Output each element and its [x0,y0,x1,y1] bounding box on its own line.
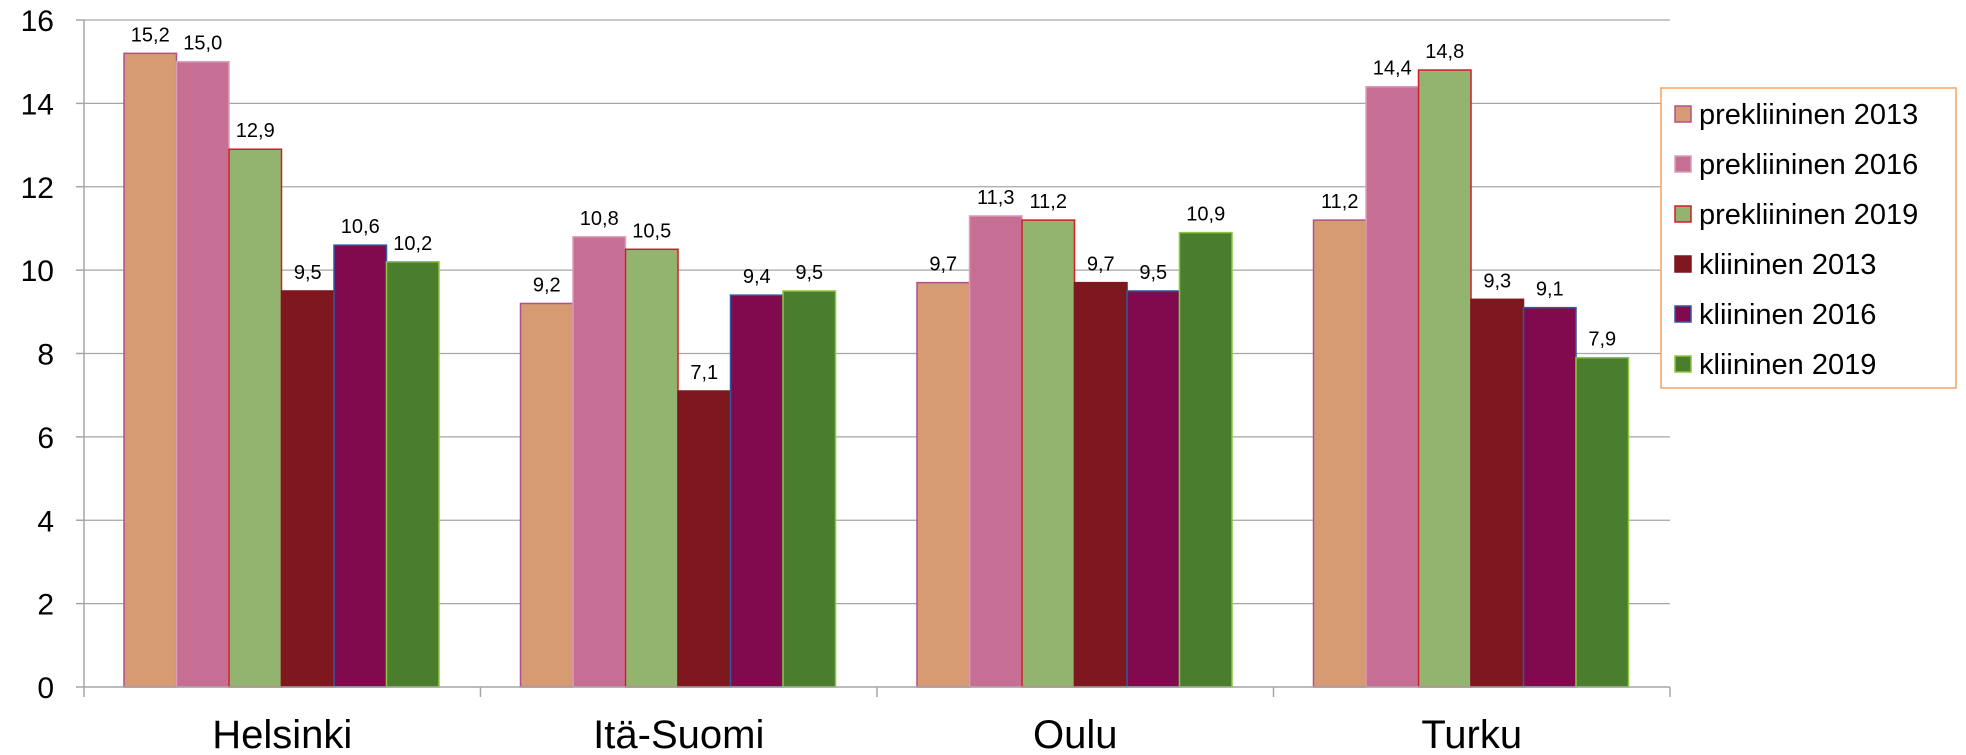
y-tick-label: 10 [21,255,54,288]
data-label: 11,3 [977,187,1014,209]
bar [175,60,230,688]
legend-swatch [1674,155,1692,173]
category-label: Oulu [1033,713,1118,755]
data-label: 15,2 [131,24,170,46]
bar [280,290,335,688]
data-label: 9,7 [929,254,957,276]
data-label: 9,2 [533,274,561,296]
y-tick-label: 16 [21,5,54,38]
data-label: 10,2 [393,233,432,255]
legend-swatch [1674,255,1692,273]
y-tick-label: 4 [37,505,54,538]
axes [76,19,1671,697]
bar [1522,306,1577,688]
data-label: 9,3 [1483,270,1511,292]
legend-label: prekliininen 2013 [1699,99,1918,131]
data-label: 7,9 [1588,329,1616,351]
data-label: 15,0 [183,33,222,55]
bar [624,248,679,688]
bar [782,290,837,688]
data-labels: 15,2 15,0 12,9 9,5 10,6 10,2 9,2 10,8 10,5 7,1 9,4… [131,24,1616,384]
bar [333,244,388,688]
bar [1073,281,1128,688]
legend-label: kliininen 2016 [1699,299,1876,331]
y-tick-label: 12 [21,172,54,205]
bar [677,390,732,688]
y-tick-label: 6 [37,422,54,455]
bar [519,302,574,688]
x-axis-category-labels: Helsinki Itä-Suomi Oulu Turku [212,713,1522,755]
bars [123,52,1630,688]
bar [1470,298,1525,688]
data-label: 9,4 [743,266,771,288]
legend-swatch [1674,105,1692,123]
bar [572,236,627,688]
data-label: 7,1 [690,362,718,384]
bar [1312,219,1367,688]
bar [968,215,1023,688]
data-label: 10,8 [580,208,619,230]
data-label: 12,9 [236,120,275,142]
bar [123,52,178,688]
bar [385,261,440,688]
bar [1178,231,1233,688]
data-label: 9,5 [294,262,322,284]
legend-label: kliininen 2019 [1699,349,1876,381]
data-label: 10,9 [1186,204,1225,226]
y-tick-label: 14 [21,88,54,121]
bar [1126,290,1181,688]
data-label: 14,8 [1425,41,1464,63]
data-label: 11,2 [1030,191,1067,213]
data-label: 9,5 [1139,262,1167,284]
category-label: Turku [1421,713,1522,755]
category-label: Itä-Suomi [593,713,764,755]
y-tick-label: 2 [37,589,54,622]
legend-swatch [1674,305,1692,323]
category-label: Helsinki [212,713,352,755]
y-tick-label: 8 [37,339,54,372]
y-axis-tick-labels: 0 2 4 6 8 10 12 14 16 [21,5,54,705]
legend-label: prekliininen 2019 [1699,199,1918,231]
y-tick-label: 0 [37,672,54,705]
bar [228,148,283,688]
bar [1365,85,1420,688]
data-label: 9,1 [1536,279,1564,301]
legend-label: kliininen 2013 [1699,249,1876,281]
legend-label: prekliininen 2016 [1699,149,1918,181]
data-label: 9,7 [1087,254,1115,276]
bar [1021,219,1076,688]
data-label: 10,5 [632,220,671,242]
bar [916,281,971,688]
bar [1417,69,1472,688]
legend-swatch [1674,205,1692,223]
data-label: 14,4 [1373,58,1412,80]
data-label: 9,5 [795,262,823,284]
bar [729,294,784,688]
bar [1575,356,1630,688]
legend: prekliininen 2013 prekliininen 2016 prekli… [1660,87,1957,389]
data-label: 10,6 [341,216,380,238]
legend-box [1660,87,1957,389]
legend-swatch [1674,355,1692,373]
data-label: 11,2 [1321,191,1358,213]
